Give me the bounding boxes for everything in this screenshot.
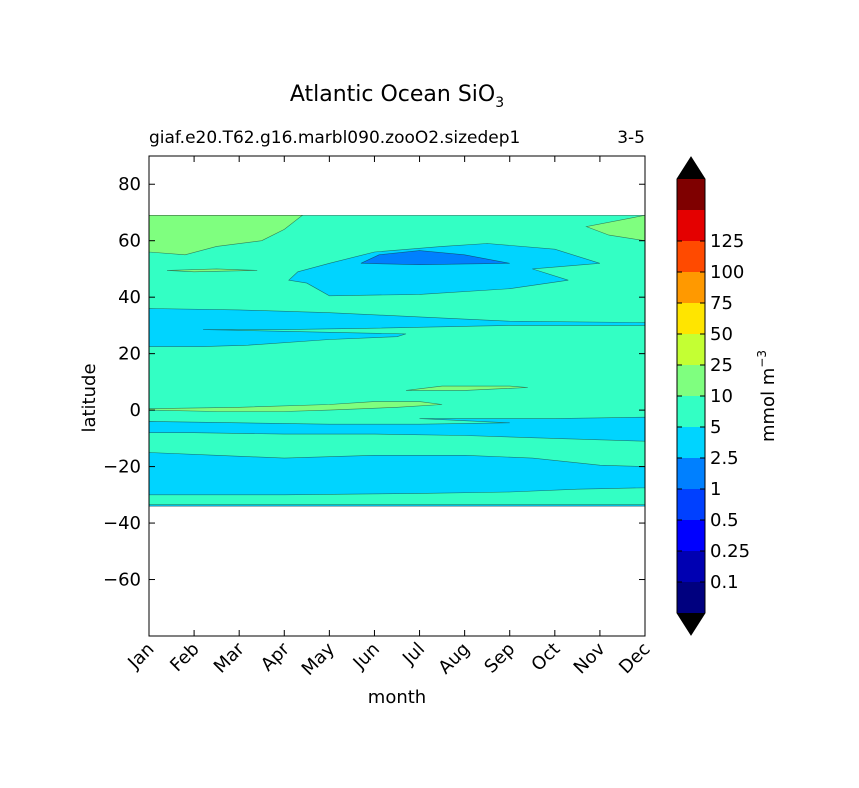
y-tick-label: 80 [118, 174, 141, 195]
x-tick-label: Oct [527, 639, 564, 676]
colorbar-segment [677, 365, 705, 396]
colorbar-segment [677, 272, 705, 303]
colorbar-label: mmol m−3 [755, 350, 779, 442]
contour-region-band-north-45 [288, 243, 600, 297]
x-tick-label: Jan [123, 639, 158, 674]
colorbar-segment [677, 179, 705, 210]
colorbar-tick-label: 25 [710, 355, 733, 376]
x-axis-label: month [368, 687, 426, 708]
x-tick-label: Jul [398, 639, 429, 670]
contour-group [149, 214, 645, 507]
colorbar-tick-label: 1 [710, 479, 721, 500]
contour-region-blob-north-60 [360, 250, 510, 266]
colorbar-segment [677, 582, 705, 613]
x-tick-label: Nov [570, 638, 610, 678]
contour-region-band-south-edge [149, 504, 645, 507]
contour-region-patch-ne-green [585, 214, 645, 242]
plot-frame [148, 155, 646, 637]
y-tick-label: 60 [118, 231, 141, 252]
colorbar-tick-label: 0.25 [710, 541, 750, 562]
contour-region-band-north-25 [149, 308, 645, 347]
contour-region-strip-10n-green [405, 385, 528, 391]
y-tick-label: 20 [118, 344, 141, 365]
chart-subtitle-left: giaf.e20.T62.g16.marbl090.zooO2.sizedep1 [149, 128, 520, 148]
colorbar-extend-under [677, 613, 705, 635]
x-tick-label: Aug [434, 639, 474, 679]
y-tick-label: −40 [103, 513, 141, 534]
plot-area [148, 155, 646, 637]
colorbar-segment [677, 427, 705, 458]
chart-title-subscript: 3 [495, 95, 504, 111]
colorbar-segment [677, 396, 705, 427]
x-tick-label: Dec [615, 639, 654, 678]
y-axis: 80 60 40 20 0 −20 −40 −60 [103, 174, 645, 591]
colorbar-tick-label: 100 [710, 262, 744, 283]
x-tick-label: Sep [480, 639, 519, 678]
colorbar-extend-over [677, 157, 705, 179]
colorbar-tick-label: 2.5 [710, 448, 739, 469]
chart-subtitle-right: 3-5 [617, 128, 645, 148]
colorbar: 0.1 0.25 0.5 1 2.5 5 10 25 50 75 100 125 [676, 156, 750, 636]
chart-title: Atlantic Ocean SiO3 [290, 82, 504, 111]
y-tick-label: 0 [130, 400, 141, 421]
colorbar-label-exponent: −3 [755, 350, 769, 368]
y-axis-label: latitude [79, 363, 100, 432]
contour-region-strip-50n-green [166, 268, 258, 273]
colorbar-tick-label: 0.1 [710, 572, 739, 593]
colorbar-outline [676, 156, 706, 636]
colorbar-segment [677, 241, 705, 272]
colorbar-label-main: mmol m [758, 368, 779, 442]
colorbar-segment [677, 210, 705, 241]
colorbar-segment [677, 458, 705, 489]
contour-region-band-eq-south [149, 416, 645, 442]
colorbar-tick-label: 5 [710, 417, 721, 438]
y-tick-label: 40 [118, 287, 141, 308]
chart-title-main: Atlantic Ocean SiO [290, 82, 495, 107]
x-tick-label: Feb [166, 639, 203, 676]
colorbar-segment [677, 303, 705, 334]
x-tick-label: Mar [210, 638, 249, 677]
colorbar-tick-label: 125 [710, 231, 744, 252]
x-tick-label: Jun [349, 639, 384, 674]
colorbar-segment [677, 489, 705, 520]
colorbar-tick-label: 75 [710, 293, 733, 314]
colorbar-tick-label: 0.5 [710, 510, 739, 531]
y-tick-label: −60 [103, 570, 141, 591]
colorbar-segment [677, 551, 705, 582]
contour-region-patch-nw-green [149, 215, 304, 256]
x-tick-label: May [298, 638, 339, 679]
y-tick-label: −20 [103, 457, 141, 478]
contour-region-band-south-1 [149, 452, 645, 496]
colorbar-tick-label: 10 [710, 386, 733, 407]
x-tick-label: Apr [257, 638, 294, 675]
colorbar-segment [677, 520, 705, 551]
colorbar-segment [677, 334, 705, 365]
colorbar-tick-label: 50 [710, 324, 733, 345]
contour-region-strip-eq-green [149, 401, 443, 412]
